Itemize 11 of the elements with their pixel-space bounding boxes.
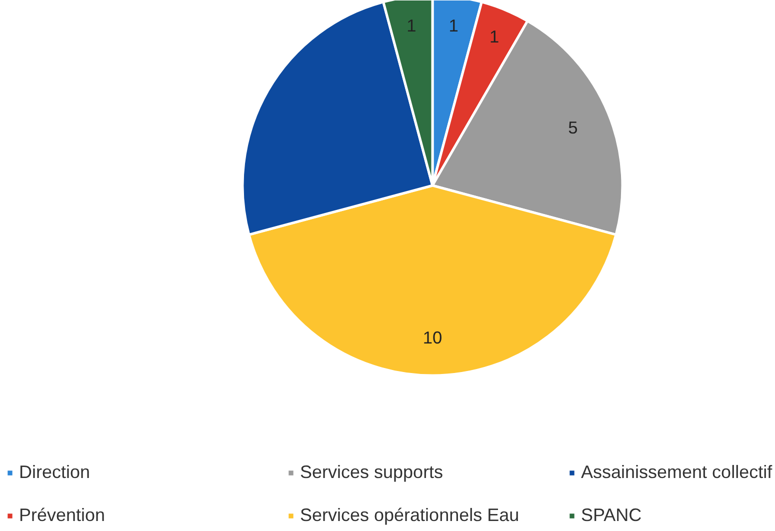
data-label: 1	[489, 26, 500, 46]
legend-label: Assainissement collectif	[581, 462, 774, 483]
legend-label: SPANC	[581, 505, 643, 526]
legend-label: Prévention	[19, 505, 106, 526]
legend-label: Services opérationnels Eau	[300, 505, 520, 526]
data-label: 10	[422, 328, 442, 348]
data-label: 1	[406, 15, 416, 36]
legend-label: Direction	[19, 462, 92, 483]
data-label: 5	[568, 117, 578, 138]
legend-label: Services supports	[300, 462, 444, 483]
data-label: 1	[448, 15, 458, 36]
